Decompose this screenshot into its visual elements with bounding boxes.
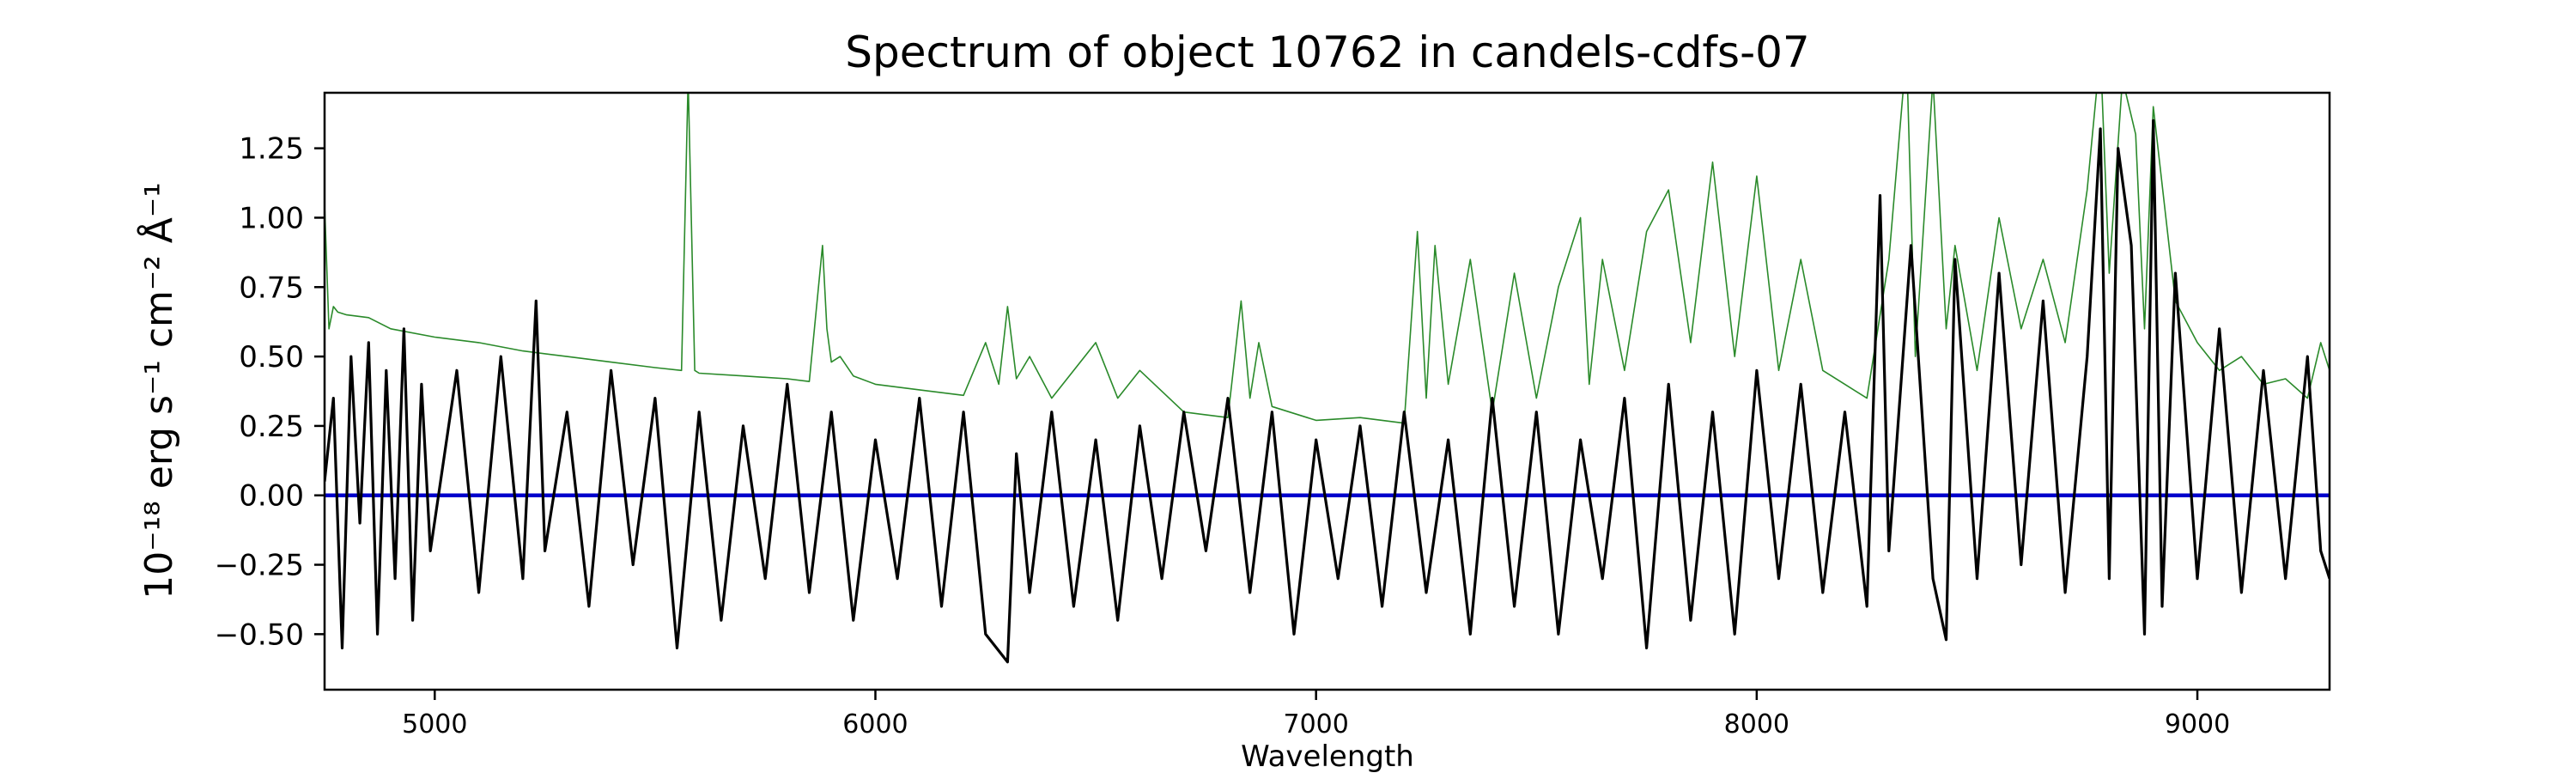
- x-tick-label: 7000: [1283, 709, 1348, 740]
- x-tick-label: 8000: [1724, 709, 1789, 740]
- y-tick-label: 0.50: [239, 340, 304, 374]
- series-line-0: [325, 119, 2330, 664]
- x-tick-label: 5000: [402, 709, 467, 740]
- y-tick-label: −0.25: [215, 549, 304, 583]
- plot-series-layer: [325, 93, 2330, 664]
- y-axis: −0.50 −0.25 0.00 0.25 0.50 0.75 1.00 1.25: [215, 132, 325, 652]
- y-axis-label: 10⁻¹⁸ erg s⁻¹ cm⁻² Å⁻¹: [136, 182, 181, 599]
- x-tick-label: 9000: [2165, 709, 2230, 740]
- plot-frame: [323, 91, 2331, 691]
- y-tick-label: 1.25: [239, 132, 304, 167]
- y-tick-label: 0.75: [239, 271, 304, 305]
- x-axis-label: Wavelength: [1241, 740, 1414, 773]
- x-tick-label: 6000: [842, 709, 908, 740]
- y-tick-label: 0.00: [239, 479, 304, 514]
- y-tick-label: 0.25: [239, 410, 304, 444]
- series-line-1: [325, 93, 2330, 424]
- chart-title: Spectrum of object 10762 in candels-cdfs…: [845, 27, 1810, 77]
- y-tick-label: 1.00: [239, 201, 304, 235]
- y-tick-label: −0.50: [215, 618, 304, 652]
- x-axis: 5000 6000 7000 8000 9000: [402, 690, 2230, 740]
